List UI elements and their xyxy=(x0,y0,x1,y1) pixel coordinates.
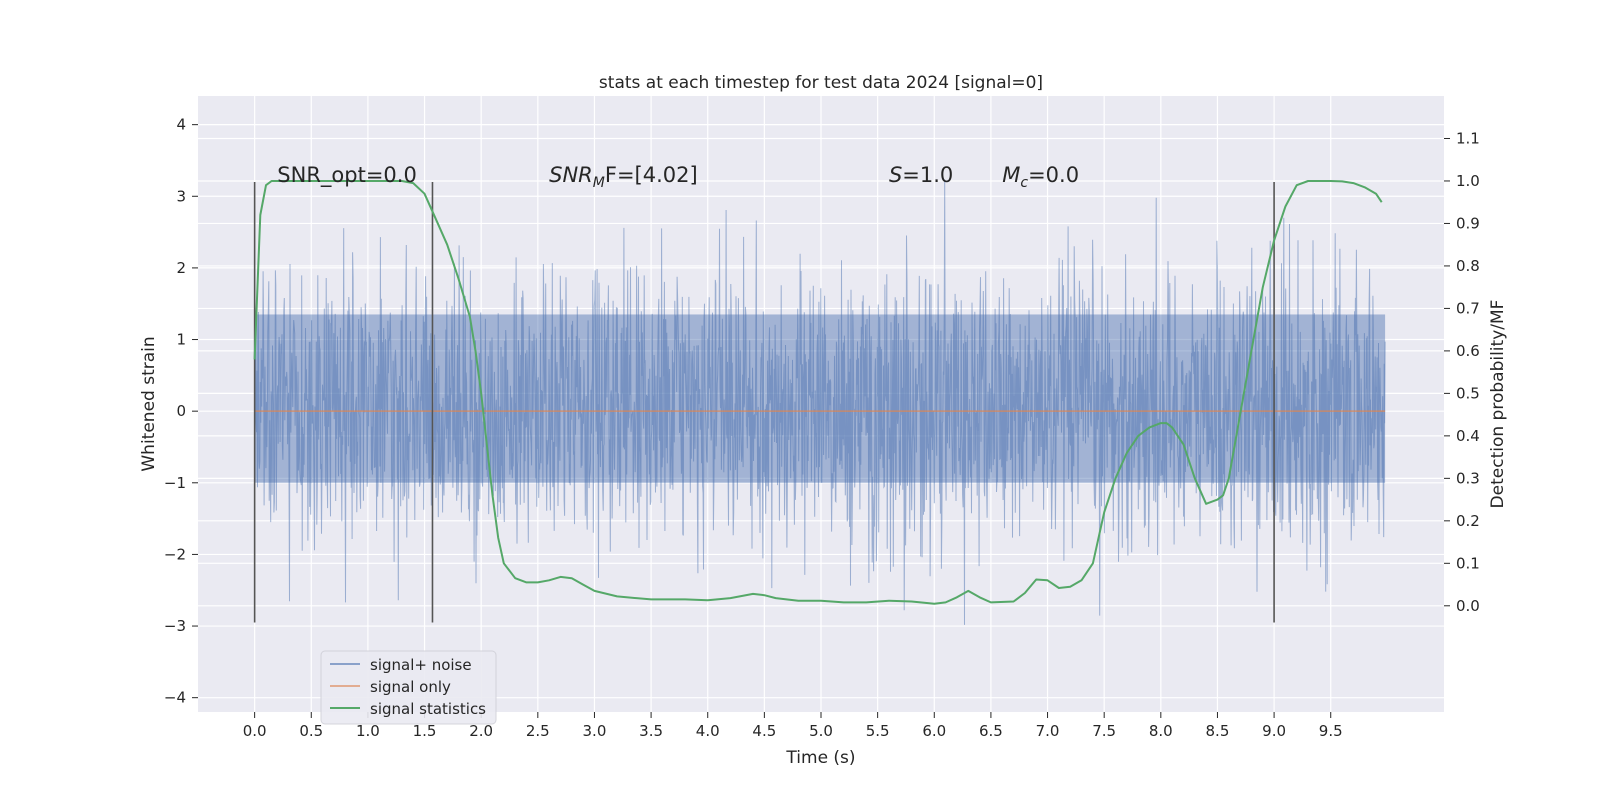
x-tick-label: 5.0 xyxy=(809,722,833,740)
series-signal-plus-noise xyxy=(254,179,1386,625)
y-tick-label: −3 xyxy=(164,617,186,635)
y2-tick-label: 0.5 xyxy=(1456,384,1480,402)
x-tick-label: 8.5 xyxy=(1206,722,1230,740)
x-tick-label: 9.0 xyxy=(1262,722,1286,740)
x-tick-label: 9.5 xyxy=(1319,722,1343,740)
y-axis-label: Whitened strain xyxy=(139,336,159,471)
y-tick-label: −4 xyxy=(164,689,186,707)
y2-tick-label: 1.1 xyxy=(1456,129,1480,147)
vertical-markers xyxy=(253,181,1275,623)
legend: signal+ noise signal only signal statist… xyxy=(320,650,497,725)
x-tick-label: 8.0 xyxy=(1149,722,1173,740)
signal-statistics-line xyxy=(253,180,1383,605)
y2-tick-label: 0.1 xyxy=(1456,554,1480,572)
x-tick-label: 3.0 xyxy=(583,722,607,740)
y-tick-label: 1 xyxy=(176,331,186,349)
noise-line xyxy=(254,179,1386,625)
x-axis-label: Time (s) xyxy=(785,748,855,768)
y2-tick-label: 1.0 xyxy=(1456,172,1480,190)
y2-tick-label: 0.8 xyxy=(1456,257,1480,275)
y-tick-label: 2 xyxy=(176,259,186,277)
y-tick-label: 3 xyxy=(176,187,186,205)
y2-tick-label: 0.4 xyxy=(1456,427,1480,445)
annotation: S=1.0 xyxy=(889,163,953,187)
x-tick-label: 0.5 xyxy=(299,722,323,740)
x-tick-label: 1.5 xyxy=(413,722,437,740)
annotations: SNR_opt=0.0 SNRMF=[4.02] S=1.0 Mc=0.0 xyxy=(277,163,1079,191)
y-tick-label: 0 xyxy=(176,402,186,420)
y-tick-label: −2 xyxy=(164,545,186,563)
y2-axis-label: Detection probability/MF xyxy=(1488,300,1508,509)
y2-tick-label: 0.0 xyxy=(1456,597,1480,615)
series-signal-statistics xyxy=(253,180,1383,605)
legend-label-signal-statistics: signal statistics xyxy=(370,700,486,718)
annotation: SNRMF=[4.02] xyxy=(549,163,698,191)
legend-label-signal-only: signal only xyxy=(370,678,451,696)
y2-tick-label: 0.7 xyxy=(1456,299,1480,317)
x-tick-label: 0.0 xyxy=(243,722,267,740)
x-tick-label: 3.5 xyxy=(639,722,663,740)
noise-band xyxy=(254,314,1386,483)
x-tick-label: 1.0 xyxy=(356,722,380,740)
y2-tick-label: 0.2 xyxy=(1456,512,1480,530)
x-tick-label: 4.0 xyxy=(696,722,720,740)
y2-tick-label: 0.6 xyxy=(1456,342,1480,360)
y2-tick-label: 0.3 xyxy=(1456,469,1480,487)
x-tick-label: 4.5 xyxy=(752,722,776,740)
y-tick-label: −1 xyxy=(164,474,186,492)
chart-title: stats at each timestep for test data 202… xyxy=(599,73,1043,93)
annotation: SNR_opt=0.0 xyxy=(277,163,417,188)
x-tick-label: 7.5 xyxy=(1092,722,1116,740)
legend-box xyxy=(320,650,497,725)
x-tick-label: 2.5 xyxy=(526,722,550,740)
legend-label-signal-plus-noise: signal+ noise xyxy=(370,656,472,674)
annotation: Mc=0.0 xyxy=(1002,163,1079,191)
y-tick-label: 4 xyxy=(176,116,186,134)
y-axis-ticks: −4 −3 −2 −1 0 1 2 3 4 xyxy=(164,116,198,707)
x-tick-label: 2.0 xyxy=(469,722,493,740)
y2-axis-ticks: 0.0 0.1 0.2 0.3 0.4 0.5 0.6 0.7 0.8 0.9 1.0 1.1 xyxy=(1444,129,1480,615)
x-tick-label: 5.5 xyxy=(866,722,890,740)
y2-tick-label: 0.9 xyxy=(1456,214,1480,232)
x-axis-ticks: 0.0 0.5 1.0 1.5 2.0 2.5 3.0 3.5 4.0 4.5 5.0 5.5 6.0 6… xyxy=(243,712,1343,740)
x-tick-label: 6.5 xyxy=(979,722,1003,740)
x-tick-label: 7.0 xyxy=(1036,722,1060,740)
x-tick-label: 6.0 xyxy=(922,722,946,740)
